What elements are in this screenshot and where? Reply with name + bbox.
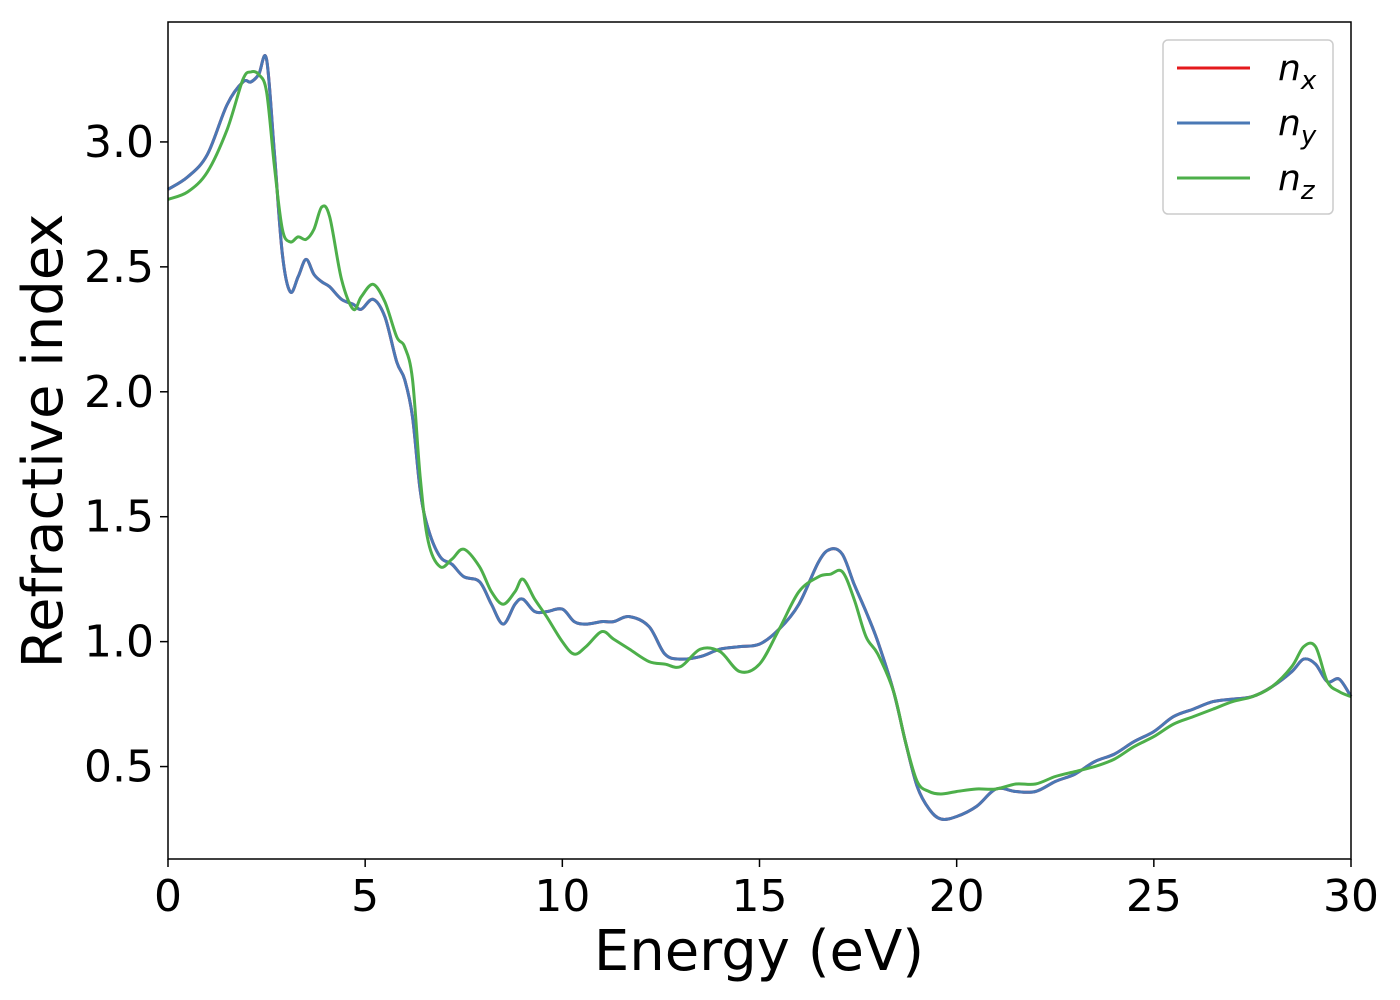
x-tick-label: 10 [534,871,590,922]
y-tick-label: 2.0 [84,367,154,418]
x-tick-label: 0 [154,871,182,922]
x-axis-ticks: 0 5 10 15 20 25 30 [154,859,1379,922]
y-axis-title: Refractive index [11,214,76,669]
y-tick-label: 1.0 [84,617,154,668]
series-line-nz [167,69,1352,796]
y-tick-label: 1.5 [84,492,154,543]
x-tick-label: 20 [929,871,985,922]
x-tick-label: 25 [1126,871,1182,922]
y-axis-ticks: 0.5 1.0 1.5 2.0 2.5 3.0 [84,117,168,793]
legend-box [1162,39,1334,215]
y-tick-label: 2.5 [84,242,154,293]
y-tick-label: 0.5 [84,742,154,793]
y-tick-label: 3.0 [84,117,154,168]
x-tick-label: 15 [732,871,788,922]
series-line-ny [167,54,1353,821]
x-tick-label: 5 [351,871,379,922]
x-axis-title: Energy (eV) [594,919,924,984]
plot-lines [167,54,1353,821]
x-tick-label: 30 [1323,871,1379,922]
